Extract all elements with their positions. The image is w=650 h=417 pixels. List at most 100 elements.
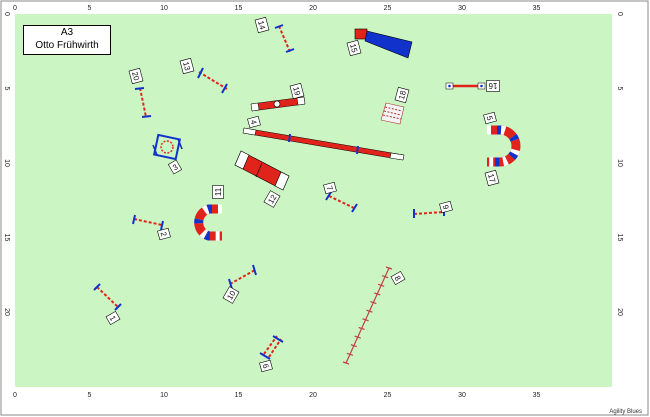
- ruler-bottom-label: 15: [235, 392, 243, 399]
- obstacle-7[interactable]: [325, 191, 358, 213]
- svg-text:2: 2: [159, 231, 169, 238]
- ruler-top-label: 25: [384, 5, 392, 12]
- obstacle-label-17: 17: [484, 169, 500, 187]
- ruler-bottom-label: 25: [384, 392, 392, 399]
- ruler-right-label: 5: [616, 87, 623, 91]
- ruler-bottom-label: 35: [533, 392, 541, 399]
- weave-pole: [362, 318, 369, 322]
- obstacle-14[interactable]: [274, 24, 295, 53]
- ruler-left: 0 5 10 15 20: [3, 12, 10, 316]
- judge-name: Otto Frühwirth: [35, 40, 99, 51]
- ruler-bottom-label: 30: [458, 392, 466, 399]
- svg-text:16: 16: [488, 81, 497, 90]
- obstacle-13[interactable]: [197, 67, 228, 94]
- svg-text:20: 20: [130, 71, 141, 82]
- ruler-right-label: 20: [616, 308, 623, 316]
- obstacle-5-17[interactable]: [487, 125, 521, 167]
- weave-pole: [385, 266, 393, 270]
- weave-pole: [358, 326, 365, 331]
- obstacle-label-8: 8: [390, 270, 406, 286]
- obstacle-label-20: 20: [128, 67, 144, 85]
- obstacle-label-6: 6: [259, 359, 273, 373]
- obstacle-1[interactable]: [93, 283, 122, 311]
- obstacle-label-14: 14: [254, 16, 270, 34]
- course-title-box: A3 Otto Frühwirth: [23, 25, 111, 55]
- weave-pole: [366, 309, 373, 313]
- weave-pole: [350, 344, 358, 348]
- ruler-left-label: 10: [3, 159, 10, 167]
- ruler-left-label: 15: [3, 234, 10, 242]
- ruler-left-label: 5: [3, 87, 10, 91]
- obstacle-label-7: 7: [323, 181, 337, 195]
- obstacle-11[interactable]: [194, 204, 222, 241]
- obstacle-18[interactable]: [380, 102, 405, 125]
- obstacle-19[interactable]: [250, 96, 306, 112]
- field: [15, 14, 612, 387]
- obstacle-label-4: 4: [247, 115, 261, 129]
- obstacle-20[interactable]: [134, 87, 152, 118]
- weave-poles: [342, 266, 393, 365]
- obstacle-2[interactable]: [132, 214, 164, 231]
- obstacle-3[interactable]: [152, 133, 183, 161]
- obstacle-label-13: 13: [179, 57, 195, 75]
- svg-text:6: 6: [261, 363, 271, 370]
- ruler-top-label: 10: [160, 5, 168, 12]
- ruler-top-label: 20: [309, 5, 317, 12]
- obstacle-label-11: 11: [212, 185, 224, 199]
- ruler-top: 0 5 10 15 20 25 30 35: [13, 5, 540, 12]
- obstacle-12[interactable]: [234, 150, 290, 191]
- ruler-bottom: 0 5 10 15 20 25 30 35: [13, 392, 540, 399]
- ruler-top-label: 35: [533, 5, 541, 12]
- weave-pole: [381, 275, 389, 279]
- ruler-bottom-label: 20: [309, 392, 317, 399]
- obstacle-15[interactable]: [354, 28, 413, 59]
- obstacle-8[interactable]: [342, 266, 393, 365]
- svg-text:1: 1: [108, 314, 118, 323]
- svg-text:14: 14: [256, 20, 267, 31]
- svg-text:19: 19: [291, 86, 302, 97]
- weave-pole: [342, 361, 350, 365]
- svg-text:4: 4: [249, 119, 259, 126]
- obstacle-4[interactable]: [242, 127, 405, 161]
- ruler-top-label: 30: [458, 5, 466, 12]
- obstacle-label-12: 12: [263, 190, 281, 208]
- obstacle-label-16: 16: [486, 80, 500, 92]
- obstacle-label-10: 10: [222, 286, 240, 304]
- ruler-bottom-label: 5: [88, 392, 92, 399]
- svg-text:11: 11: [214, 187, 223, 196]
- ruler-right-label: 15: [616, 234, 623, 242]
- obstacle-16[interactable]: [445, 82, 486, 90]
- obstacle-label-1: 1: [105, 310, 121, 326]
- svg-text:15: 15: [348, 43, 359, 54]
- svg-text:7: 7: [325, 185, 335, 192]
- weave-pole: [346, 352, 354, 356]
- obstacle-6[interactable]: [259, 335, 284, 360]
- obstacle-label-9: 9: [439, 200, 453, 214]
- obstacle-label-5: 5: [483, 111, 497, 125]
- weave-pole: [370, 300, 377, 305]
- credit-text: Agility Blues: [609, 409, 642, 415]
- ruler-bottom-label: 10: [160, 392, 168, 399]
- ruler-top-label: 0: [13, 5, 17, 12]
- svg-text:5: 5: [485, 115, 495, 122]
- weave-pole: [377, 283, 385, 287]
- ruler-bottom-label: 0: [13, 392, 17, 399]
- obstacle-label-3: 3: [167, 159, 183, 175]
- weave-pole: [374, 292, 381, 296]
- svg-text:9: 9: [441, 204, 451, 211]
- obstacle-10[interactable]: [228, 264, 257, 290]
- svg-text:13: 13: [181, 61, 192, 72]
- obstacle-label-2: 2: [157, 227, 171, 241]
- obstacle-label-19: 19: [289, 82, 305, 100]
- ruler-top-label: 5: [88, 5, 92, 12]
- svg-text:8: 8: [393, 274, 403, 283]
- svg-text:17: 17: [486, 173, 497, 184]
- ruler-right-label: 0: [616, 12, 623, 16]
- svg-text:3: 3: [171, 162, 180, 172]
- weave-pole: [354, 335, 361, 339]
- ruler-top-label: 15: [235, 5, 243, 12]
- ruler-right: 0 5 10 15 20: [616, 12, 623, 316]
